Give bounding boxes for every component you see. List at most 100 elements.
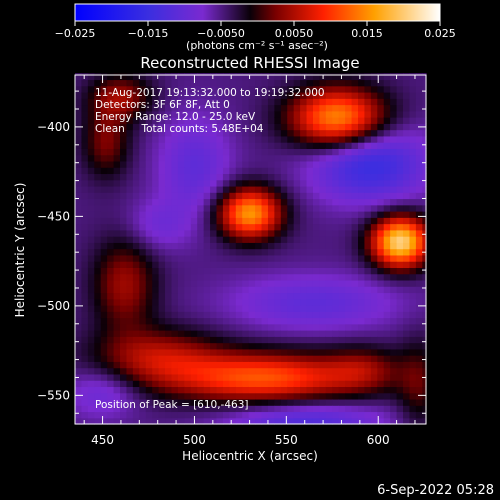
heatmap-cell	[184, 142, 192, 149]
heatmap-cell	[293, 229, 301, 237]
heatmap-cell	[139, 98, 147, 106]
heatmap-cell	[210, 167, 218, 175]
heatmap-cell	[229, 330, 237, 337]
heatmap-cell	[338, 198, 346, 206]
heatmap-cell	[351, 254, 359, 262]
heatmap-cell	[312, 167, 321, 175]
heatmap-cell	[139, 392, 147, 400]
heatmap-cell	[171, 229, 179, 237]
heatmap-cell	[87, 223, 95, 231]
heatmap-cell	[184, 273, 192, 281]
heatmap-cell	[287, 417, 295, 425]
heatmap-cell	[358, 342, 366, 350]
heatmap-cell	[107, 173, 115, 181]
heatmap-cell	[267, 185, 275, 193]
heatmap-cell	[235, 323, 243, 331]
heatmap-cell	[132, 185, 140, 193]
heatmap-cell	[171, 380, 179, 388]
heatmap-cell	[75, 311, 83, 319]
heatmap-cell	[139, 342, 147, 350]
heatmap-cell	[261, 298, 269, 306]
colorbar-tick-label: 0.0050	[275, 27, 314, 40]
heatmap-cell	[306, 229, 314, 237]
heatmap-cell	[229, 160, 237, 168]
heatmap-cell	[409, 79, 417, 87]
heatmap-cell	[184, 154, 192, 162]
heatmap-cell	[370, 367, 378, 375]
heatmap-cell	[145, 110, 153, 118]
heatmap-cell	[229, 73, 237, 81]
heatmap-cell	[377, 211, 385, 218]
heatmap-cell	[409, 211, 417, 218]
heatmap-cell	[345, 292, 353, 300]
heatmap-cell	[210, 267, 218, 275]
heatmap-cell	[396, 142, 404, 149]
heatmap-cell	[364, 336, 372, 344]
heatmap-cell	[325, 192, 333, 200]
heatmap-cell	[158, 135, 166, 143]
heatmap-cell	[300, 148, 308, 156]
heatmap-cell	[255, 123, 263, 131]
heatmap-cell	[403, 392, 411, 400]
heatmap-cell	[120, 123, 128, 131]
heatmap-cell	[132, 179, 140, 187]
heatmap-cell	[274, 242, 282, 250]
heatmap-cell	[383, 236, 391, 243]
heatmap-cell	[145, 242, 153, 250]
heatmap-cell	[190, 405, 198, 413]
heatmap-cell	[351, 104, 359, 112]
heatmap-cell	[358, 273, 366, 281]
heatmap-cell	[364, 117, 372, 124]
heatmap-cell	[171, 236, 179, 243]
heatmap-cell	[216, 142, 224, 149]
heatmap-cell	[383, 79, 391, 87]
heatmap-cell	[255, 85, 263, 93]
heatmap-cell	[248, 236, 256, 243]
heatmap-cell	[152, 336, 160, 344]
heatmap-cell	[377, 117, 385, 124]
heatmap-cell	[351, 336, 359, 344]
heatmap-cell	[261, 386, 269, 394]
heatmap-cell	[351, 348, 359, 356]
heatmap-cell	[216, 273, 224, 281]
heatmap-cell	[139, 79, 147, 87]
heatmap-cell	[396, 405, 404, 413]
heatmap-cell	[274, 229, 282, 237]
heatmap-cell	[171, 223, 179, 231]
heatmap-cell	[75, 223, 83, 231]
heatmap-cell	[197, 348, 205, 356]
heatmap-cell	[184, 348, 192, 356]
heatmap-cell	[377, 367, 385, 375]
heatmap-cell	[415, 98, 423, 106]
heatmap-cell	[332, 317, 340, 325]
heatmap-cell	[113, 361, 121, 369]
heatmap-cell	[87, 154, 95, 162]
heatmap-cell	[113, 98, 121, 106]
heatmap-cell	[165, 417, 173, 425]
heatmap-cell	[81, 192, 89, 200]
heatmap-cell	[267, 380, 275, 388]
heatmap-cell	[377, 279, 385, 287]
heatmap-cell	[338, 148, 346, 156]
heatmap-cell	[358, 223, 366, 231]
heatmap-cell	[325, 386, 333, 394]
heatmap-cell	[94, 254, 102, 262]
heatmap-cell	[158, 405, 166, 413]
heatmap-cell	[81, 236, 89, 243]
heatmap-cell	[267, 211, 275, 218]
heatmap-cell	[261, 211, 269, 218]
heatmap-cell	[87, 361, 95, 369]
heatmap-cell	[171, 104, 179, 112]
heatmap-cell	[203, 273, 211, 281]
heatmap-cell	[152, 373, 160, 381]
heatmap-cell	[390, 405, 398, 413]
heatmap-cell	[390, 261, 398, 268]
heatmap-cell	[152, 298, 160, 306]
heatmap-cell	[203, 142, 211, 149]
heatmap-cell	[229, 317, 237, 325]
heatmap-cell	[267, 192, 275, 200]
heatmap-cell	[171, 92, 179, 99]
heatmap-cell	[332, 292, 340, 300]
heatmap-cell	[113, 355, 121, 362]
heatmap-cell	[358, 417, 366, 425]
